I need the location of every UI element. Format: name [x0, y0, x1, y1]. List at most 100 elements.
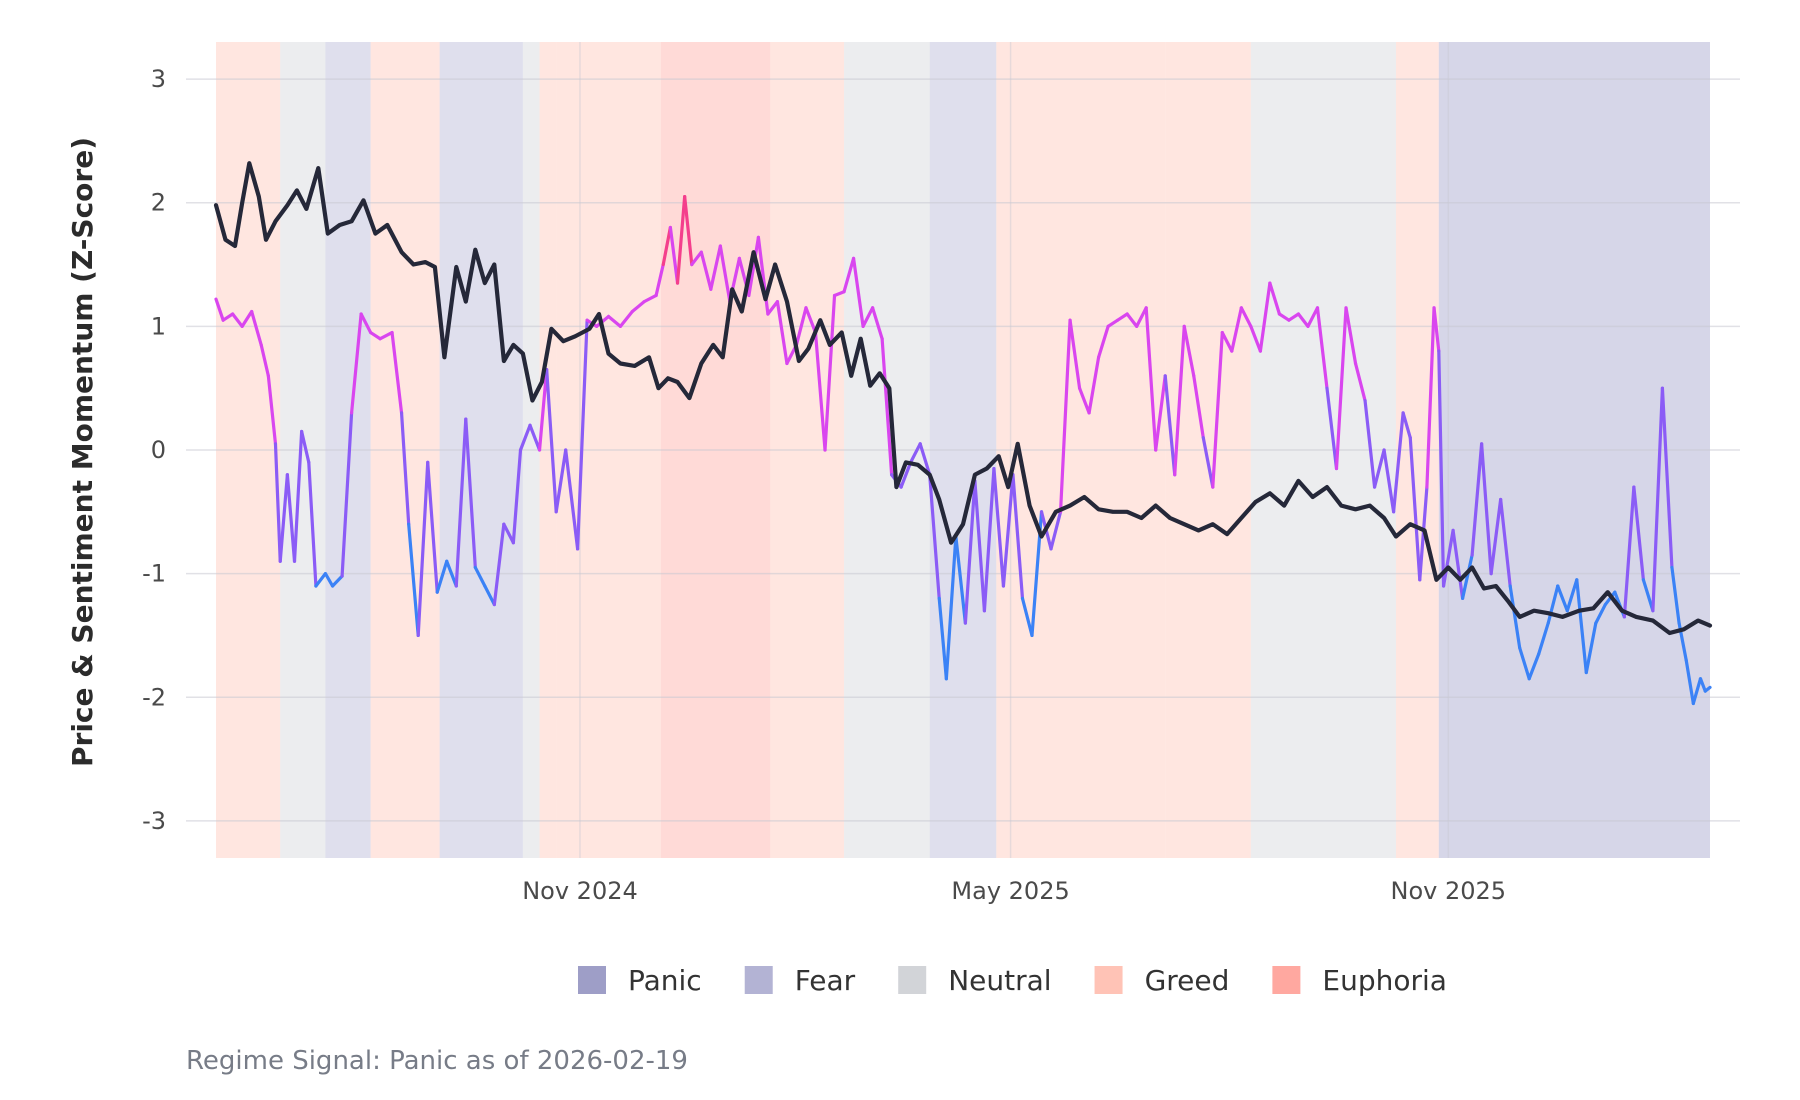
sentiment-segment	[464, 417, 477, 570]
sentiment-segment	[537, 368, 549, 452]
sentiment-segment	[1296, 312, 1310, 328]
sentiment-segment	[963, 479, 977, 625]
sentiment-segment	[851, 256, 865, 328]
sentiment-segment	[1106, 318, 1120, 328]
sentiment-segment	[992, 466, 1006, 588]
sentiment-segment	[1353, 361, 1367, 403]
sentiment-segment	[231, 312, 244, 328]
sentiment-segment	[606, 314, 623, 328]
sentiment-segment	[250, 309, 263, 347]
sentiment-segment	[1287, 312, 1301, 322]
sentiment-segment	[330, 574, 344, 588]
legend-swatch-fear	[744, 966, 773, 994]
sentiment-segment	[1556, 584, 1569, 613]
sentiment-segment	[630, 300, 646, 314]
sentiment-segment	[699, 250, 713, 291]
sentiment-segment	[1068, 318, 1082, 390]
sentiment-segment	[1144, 306, 1158, 452]
sentiment-segment	[1020, 596, 1034, 638]
legend-swatch-neutral	[898, 966, 927, 994]
sentiment-segment	[214, 297, 225, 322]
sentiment-segment	[1575, 578, 1588, 675]
sentiment-segment	[661, 225, 672, 267]
y-tick-label: -3	[142, 807, 166, 835]
sentiment-segment	[766, 300, 780, 316]
sentiment-segment	[1372, 448, 1386, 489]
sentiment-segment	[1584, 621, 1598, 675]
sentiment-segment	[918, 442, 932, 477]
sentiment-segment	[369, 330, 382, 341]
sentiment-segment	[1508, 584, 1522, 650]
sentiment-segment	[278, 473, 289, 563]
sentiment-segment	[545, 368, 558, 514]
sentiment-segment	[266, 374, 278, 446]
sentiment-segment	[1087, 355, 1101, 415]
sentiment-segment	[1489, 497, 1503, 576]
sentiment-segment	[292, 429, 304, 563]
sentiment-segment	[861, 306, 875, 328]
series-lines	[213, 161, 1713, 706]
legend-swatch-euphoria	[1272, 966, 1301, 994]
sentiment-segment	[1125, 312, 1139, 328]
sentiment-segment	[654, 262, 665, 298]
x-tick-label: May 2025	[951, 877, 1069, 905]
sentiment-segment	[1058, 318, 1072, 514]
sentiment-segment	[1049, 510, 1063, 551]
sentiment-segment	[982, 466, 996, 613]
sentiment-segment	[842, 256, 856, 294]
sentiment-segment	[1201, 436, 1215, 489]
sentiment-segment	[511, 448, 523, 545]
sentiment-segment	[1401, 411, 1412, 440]
sentiment-segment	[1698, 677, 1707, 693]
sentiment-segment	[668, 225, 680, 285]
sentiment-segment	[1594, 602, 1607, 625]
legend: Panic Fear Neutral Greed Euphoria	[578, 964, 1447, 997]
y-axis-ticks: -3 -2 -1 0 1 2 3	[142, 65, 166, 835]
sentiment-segment	[1546, 584, 1560, 625]
y-tick-label: 2	[151, 189, 166, 217]
sentiment-segment	[518, 423, 532, 452]
sentiment-segment	[285, 473, 297, 563]
sentiment-segment	[1437, 349, 1446, 588]
legend-label-euphoria: Euphoria	[1322, 964, 1447, 997]
sentiment-segment	[1660, 386, 1674, 570]
sentiment-segment	[323, 572, 335, 588]
sentiment-segment	[1451, 528, 1465, 600]
sentiment-segment	[775, 300, 789, 366]
legend-swatch-panic	[578, 966, 606, 994]
sentiment-segment	[899, 460, 913, 489]
y-tick-label: -1	[142, 560, 166, 588]
sentiment-segment	[300, 429, 311, 464]
y-tick-label: -2	[142, 683, 166, 711]
sentiment-segment	[1077, 386, 1091, 415]
sentiment-segment	[1480, 442, 1493, 576]
y-axis-label: Price & Sentiment Momentum (Z-Score)	[66, 137, 99, 767]
sentiment-segment	[675, 194, 687, 285]
legend-label-fear: Fear	[795, 964, 856, 997]
sentiment-segment	[454, 417, 468, 588]
sentiment-segment	[1408, 436, 1422, 582]
sentiment-segment	[1306, 306, 1320, 328]
sentiment-segment	[1116, 312, 1129, 322]
sentiment-segment	[690, 250, 703, 267]
y-tick-label: 3	[151, 65, 166, 93]
sentiment-segment	[709, 244, 722, 291]
sentiment-segment	[944, 534, 958, 681]
sentiment-segment	[378, 330, 394, 341]
sentiment-segment	[1011, 473, 1025, 600]
sentiment-segment	[1239, 306, 1253, 328]
sentiment-segment	[813, 330, 827, 452]
x-tick-label: Nov 2025	[1391, 877, 1507, 905]
sentiment-segment	[870, 306, 884, 341]
sentiment-segment	[564, 448, 580, 551]
sentiment-segment	[1220, 330, 1234, 353]
price-momentum-line	[213, 161, 1713, 636]
sentiment-segment	[1097, 324, 1110, 359]
regime-signal-caption: Regime Signal: Panic as of 2026-02-19	[186, 1046, 688, 1076]
sentiment-segment	[492, 522, 506, 607]
sentiment-segment	[937, 596, 948, 681]
sentiment-segment	[1425, 306, 1436, 489]
sentiment-segment	[1641, 578, 1655, 613]
sentiment-segment	[1651, 386, 1665, 613]
